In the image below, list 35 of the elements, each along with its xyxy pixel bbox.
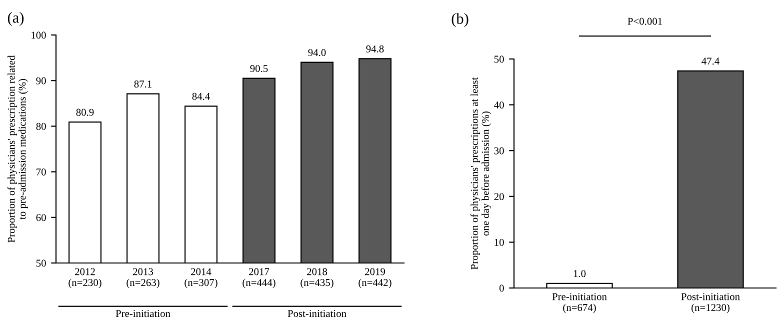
y-tick-label: 80: [36, 122, 46, 130]
x-tick-label: Pre-initiation (n=674): [552, 293, 607, 314]
data-label: 94.8: [366, 45, 384, 52]
data-label: 1.0: [574, 270, 586, 278]
data-label: 80.9: [76, 108, 94, 116]
x-tick-label: Post-initiation (n=1230): [681, 293, 740, 314]
x-tick-label: 2014 (n=307): [184, 268, 218, 288]
y-tick-label: 50: [494, 56, 504, 63]
x-tick-label: 2013 (n=263): [126, 268, 160, 288]
y-tick-label: 30: [494, 147, 504, 154]
y-tick-label: 20: [494, 193, 504, 200]
x-tick-label: 2018 (n=435): [300, 268, 334, 288]
y-tick-label: 60: [36, 214, 46, 222]
text: Post-initiation: [288, 310, 346, 318]
y-tick-label: 0: [499, 284, 504, 292]
y-tick-label: 10: [494, 238, 504, 246]
y-tick-label: 90: [36, 77, 46, 84]
chart-title: (b): [452, 13, 468, 27]
data-label: 84.4: [192, 92, 210, 100]
y-tick-label: 40: [494, 101, 504, 109]
x-tick-label: 2019 (n=442): [358, 268, 392, 288]
y-tick-label: 70: [36, 168, 46, 176]
y-tick-label: 100: [32, 32, 46, 39]
data-label: 90.5: [250, 65, 268, 72]
x-tick-label: 2012 (n=230): [68, 268, 102, 288]
chart-title: (a): [8, 12, 24, 26]
data-label: 47.4: [702, 58, 720, 65]
text: Pre-initiation: [116, 310, 170, 318]
y-tick-label: 50: [36, 260, 46, 267]
y-axis-title: Proportion of physicians' prescriptions at least one day before admission (%): [470, 77, 492, 270]
x-tick-label: 2017 (n=444): [242, 268, 276, 288]
y-axis-title: Proportion of physicians' prescription related to pre-admission medications (%): [7, 55, 28, 242]
data-label: 87.1: [134, 80, 152, 88]
text: P<0.001: [628, 18, 662, 25]
data-label: 94.0: [308, 49, 326, 56]
